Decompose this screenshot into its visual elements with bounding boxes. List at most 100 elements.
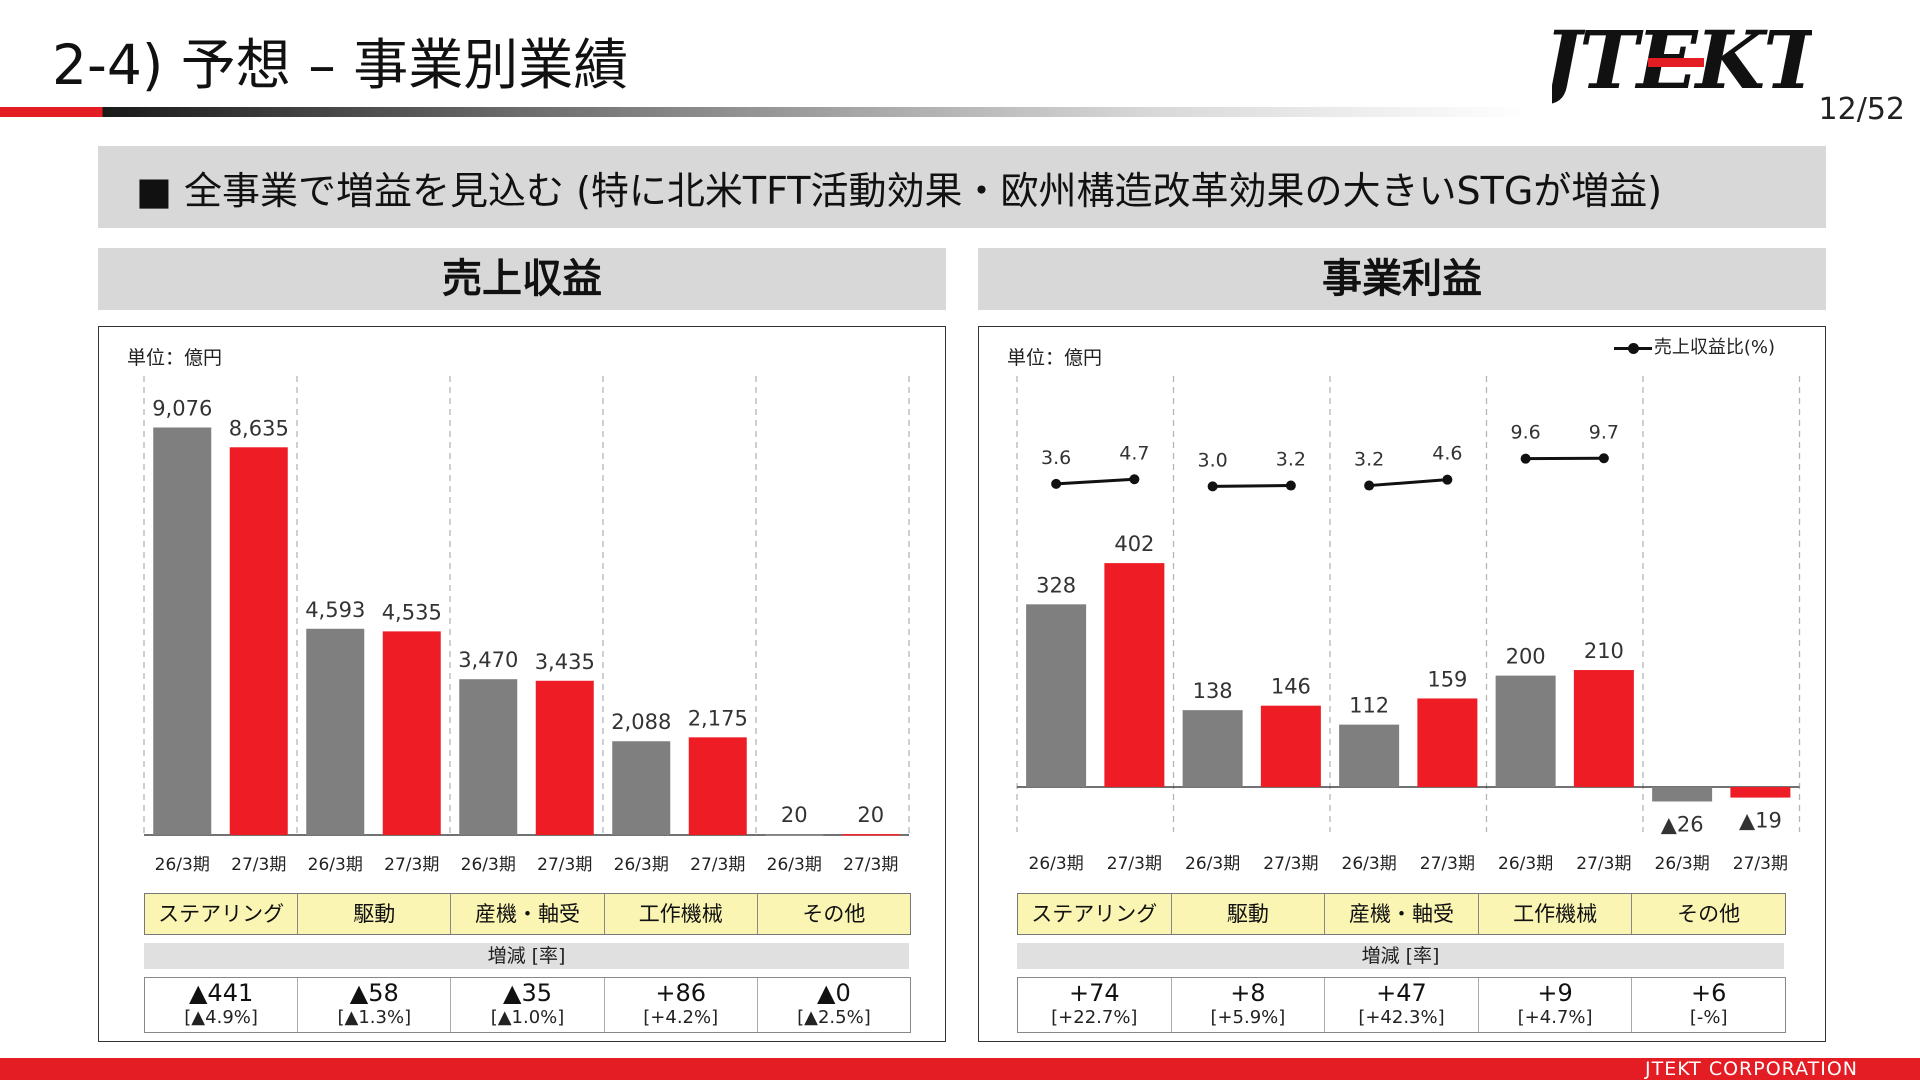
page-number: 12/52 <box>1818 92 1905 127</box>
profit-unit-label: 単位：億円 <box>1007 347 1103 369</box>
margin-point <box>1129 474 1140 485</box>
revenue-section-title: 売上収益 <box>98 248 946 310</box>
change-cell: +74 [+22.7%] <box>1018 978 1172 1032</box>
change-value: +8 <box>1230 979 1266 1007</box>
bar-value-label: 210 <box>1584 639 1624 663</box>
bar-value-label: 9,076 <box>152 396 212 420</box>
period-tick-label: 26/3期 <box>1655 854 1710 874</box>
revenue-panel: 単位：億円 9,076 26/3期 8,635 27/3期 4,593 26/3期 4,53… <box>98 326 946 1042</box>
change-rate: [+4.7%] <box>1517 1007 1593 1028</box>
bar-value-label: 2,088 <box>611 710 671 734</box>
bar-value-label: 146 <box>1271 675 1311 699</box>
change-rate: [+42.3%] <box>1358 1007 1445 1028</box>
period-tick-label: 26/3期 <box>308 855 363 875</box>
logo-red-bar <box>1648 58 1704 67</box>
margin-label: 3.2 <box>1276 449 1306 471</box>
segment-label: ステアリング <box>1018 894 1172 934</box>
change-value: +74 <box>1068 979 1120 1007</box>
bar-value-label: 159 <box>1427 667 1467 691</box>
period-tick-label: 26/3期 <box>1342 854 1397 874</box>
revenue-change-header: 増減 [率] <box>144 943 909 969</box>
change-rate: [▲2.5%] <box>797 1007 871 1028</box>
margin-point <box>1285 480 1296 491</box>
segment-label: 工作機械 <box>604 894 758 934</box>
bar-next-year <box>688 737 747 835</box>
change-cell: ▲35 [▲1.0%] <box>451 978 605 1032</box>
bar-prev-year <box>765 834 824 836</box>
bar-next-year <box>1417 698 1478 787</box>
revenue-change-row: ▲441 [▲4.9%] ▲58 [▲1.3%] ▲35 [▲1.0%] +86 [+4… <box>144 977 911 1033</box>
footer-text: JTEKT CORPORATION <box>1644 1058 1858 1080</box>
margin-point <box>1364 480 1375 491</box>
margin-point <box>1051 478 1062 489</box>
bar-prev-year <box>459 679 518 835</box>
bar-value-label: 4,535 <box>382 600 442 624</box>
revenue-segment-row: ステアリング 駆動 産機・軸受 工作機械 その他 <box>144 893 911 935</box>
period-tick-label: 26/3期 <box>155 855 210 875</box>
bar-value-label: 138 <box>1193 679 1233 703</box>
bar-value-label: 20 <box>857 803 884 827</box>
change-value: ▲35 <box>503 979 552 1007</box>
margin-label: 4.6 <box>1432 443 1462 465</box>
period-tick-label: 26/3期 <box>461 855 516 875</box>
segment-label: 工作機械 <box>1478 894 1633 934</box>
bar-next-year <box>382 631 441 835</box>
profit-segment-row: ステアリング 駆動 産機・軸受 工作機械 その他 <box>1017 893 1786 935</box>
margin-label: 9.6 <box>1511 422 1541 444</box>
bar-next-year <box>535 680 594 835</box>
bar-next-year <box>1573 670 1634 787</box>
change-cell: +6 [-%] <box>1632 978 1785 1032</box>
bar-prev-year <box>306 628 365 835</box>
profit-chart: 328 26/3期 402 27/3期 3.6 4.7 138 26/3期 146 27/3期 3.… <box>1016 376 1801 874</box>
bar-value-label: 4,593 <box>305 598 365 622</box>
bar-value-label: 20 <box>781 803 808 827</box>
margin-legend: 売上収益比(%) <box>1613 333 1775 359</box>
segment-label: 産機・軸受 <box>1325 894 1479 934</box>
change-cell: +8 [+5.9%] <box>1172 978 1326 1032</box>
bar-value-label: 3,435 <box>535 650 595 674</box>
revenue-chart: 9,076 26/3期 8,635 27/3期 4,593 26/3期 4,535 27/3期… <box>143 376 910 875</box>
period-tick-label: 27/3期 <box>1107 854 1162 874</box>
profit-change-header: 増減 [率] <box>1017 943 1784 969</box>
jtekt-logo: JTEKT <box>1552 20 1812 107</box>
bar-next-year <box>229 447 288 835</box>
segment-label: 駆動 <box>298 894 452 934</box>
margin-label: 3.0 <box>1198 449 1228 471</box>
bar-prev-year <box>1339 724 1400 787</box>
change-value: ▲58 <box>349 979 399 1007</box>
bar-next-year <box>1730 787 1791 798</box>
period-tick-label: 27/3期 <box>1733 854 1788 874</box>
bar-prev-year <box>153 427 212 835</box>
change-cell: ▲441 [▲4.9%] <box>145 978 299 1032</box>
segment-label: 駆動 <box>1171 894 1326 934</box>
page-title: 2-4) 予想 – 事業別業績 <box>52 33 629 97</box>
change-rate: [+5.9%] <box>1210 1007 1286 1028</box>
change-value: +47 <box>1376 979 1427 1007</box>
bar-prev-year <box>612 741 671 835</box>
legend-label: 売上収益比(%) <box>1653 337 1775 358</box>
margin-label: 4.7 <box>1119 442 1149 464</box>
segment-label: 産機・軸受 <box>451 894 605 934</box>
legend-line-marker <box>1613 342 1652 354</box>
margin-line <box>1056 477 1135 486</box>
margin-point <box>1598 453 1609 464</box>
bar-prev-year <box>1495 675 1556 787</box>
margin-label: 9.7 <box>1589 421 1619 443</box>
period-tick-label: 27/3期 <box>1263 854 1318 874</box>
change-cell: +86 [+4.2%] <box>605 978 758 1032</box>
bar-next-year <box>1260 705 1321 787</box>
bar-value-label: ▲19 <box>1739 809 1782 833</box>
profit-panel: 単位：億円 売上収益比(%) 328 26/3期 402 27/3期 3.6 4.7 138… <box>978 326 1826 1042</box>
period-tick-label: 26/3期 <box>1498 854 1553 874</box>
period-tick-label: 27/3期 <box>384 855 439 875</box>
margin-label: 3.2 <box>1354 449 1384 471</box>
change-rate: [-%] <box>1689 1007 1728 1028</box>
change-value: +6 <box>1690 979 1727 1007</box>
bar-next-year <box>841 834 900 836</box>
segment-label: ステアリング <box>145 894 299 934</box>
bar-value-label: 402 <box>1114 532 1154 556</box>
bar-value-label: 112 <box>1349 694 1389 718</box>
headline-text: ■ 全事業で増益を見込む (特に北米TFT活動効果・欧州構造改革効果の大きいST… <box>136 169 1663 213</box>
period-tick-label: 26/3期 <box>1029 854 1084 874</box>
bar-value-label: 2,175 <box>688 706 748 730</box>
